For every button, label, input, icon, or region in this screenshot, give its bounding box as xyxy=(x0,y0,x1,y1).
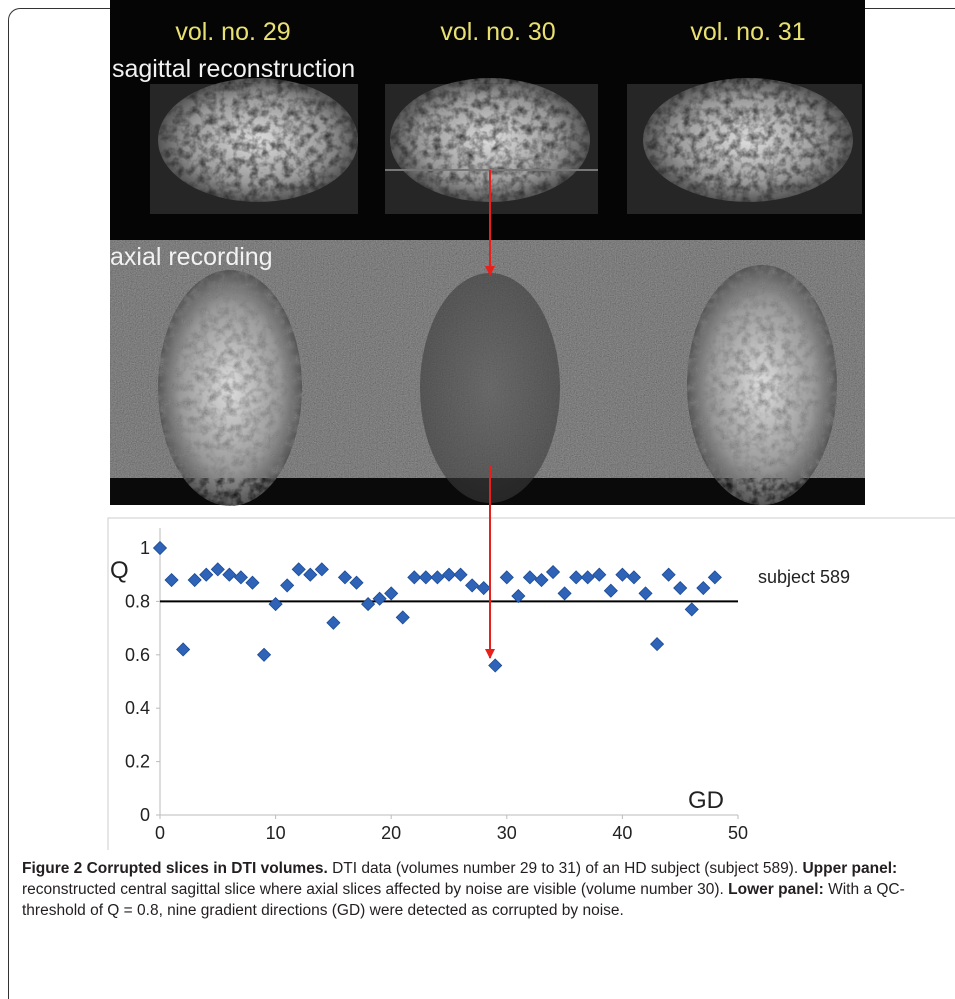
y-tick-label: 0.8 xyxy=(125,591,150,611)
caption-heading: Figure 2 Corrupted slices in DTI volumes… xyxy=(22,860,328,877)
y-tick-label: 0.2 xyxy=(125,752,150,772)
column-label: vol. no. 30 xyxy=(440,18,555,46)
caption-text: reconstructed central sagittal slice whe… xyxy=(22,881,728,898)
x-tick-label: 0 xyxy=(155,823,165,843)
y-tick-label: 0 xyxy=(140,805,150,825)
caption: Figure 2 Corrupted slices in DTI volumes… xyxy=(22,858,937,921)
y-tick-label: 0.4 xyxy=(125,698,150,718)
page: vol. no. 29 vol. no. 30 vol. no. 31 sagi… xyxy=(0,0,955,983)
x-axis-label: GD xyxy=(688,787,724,814)
annotation: subject 589 xyxy=(758,567,850,587)
x-tick-label: 10 xyxy=(266,823,286,843)
x-tick-label: 30 xyxy=(497,823,517,843)
row-label: sagittal reconstruction xyxy=(112,55,355,83)
caption-heading: Upper panel: xyxy=(802,860,897,877)
y-tick-label: 1 xyxy=(140,538,150,558)
y-axis-label: Q xyxy=(110,557,129,584)
x-tick-label: 40 xyxy=(612,823,632,843)
mri-panel: vol. no. 29 vol. no. 30 vol. no. 31 sagi… xyxy=(110,0,865,506)
figure: vol. no. 29 vol. no. 30 vol. no. 31 sagi… xyxy=(0,0,955,850)
x-tick-label: 20 xyxy=(381,823,401,843)
y-tick-label: 0.6 xyxy=(125,645,150,665)
column-label: vol. no. 29 xyxy=(175,18,290,46)
caption-heading: Lower panel: xyxy=(728,881,824,898)
caption-text: DTI data (volumes number 29 to 31) of an… xyxy=(328,860,803,877)
x-tick-label: 50 xyxy=(728,823,748,843)
row-label: axial recording xyxy=(110,243,273,271)
column-label: vol. no. 31 xyxy=(690,18,805,46)
